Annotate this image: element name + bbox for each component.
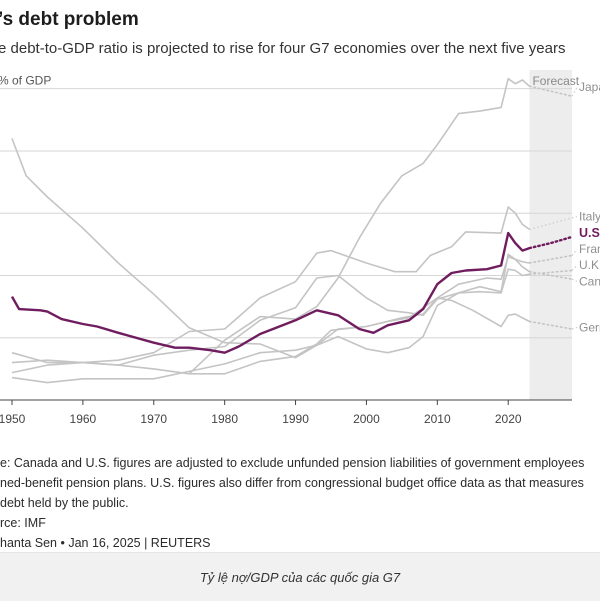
label-leader-germany xyxy=(571,327,578,330)
series-line-italy xyxy=(11,206,530,364)
series-label-u-k: U.K. xyxy=(579,258,600,272)
series-forecast-u-k xyxy=(528,269,573,275)
label-leader-italy xyxy=(529,216,578,230)
x-tick-label: 1980 xyxy=(211,412,238,426)
chart-notes: e: Canada and U.S. figures are adjusted … xyxy=(0,453,600,553)
line-chart: Forecast % of GDP 1950 1960 1970 1980 1990 2000… xyxy=(0,70,600,426)
label-leader-france xyxy=(571,248,578,256)
series-line-canada xyxy=(11,253,530,366)
forecast-band xyxy=(529,70,572,400)
note-line-3: debt held by the public. xyxy=(0,496,129,510)
note-line-1: e: Canada and U.S. figures are adjusted … xyxy=(0,456,585,470)
x-tick-label: 1960 xyxy=(70,412,97,426)
series-forecast-u-s xyxy=(528,235,574,250)
note-line-2: ned-benefit pension plans. U.S. figures … xyxy=(0,476,584,490)
x-tick-label: 1950 xyxy=(0,412,26,426)
x-tick-label: 1990 xyxy=(282,412,309,426)
series-line-japan xyxy=(188,77,531,375)
forecast-label: Forecast xyxy=(532,74,579,88)
label-leader-u-k xyxy=(571,264,578,271)
credit-line: hanta Sen • Jan 16, 2025 | REUTERS xyxy=(0,536,211,550)
series-label-u-s: U.S. xyxy=(579,226,600,240)
series-forecast-france xyxy=(528,254,573,264)
x-tick-label: 2000 xyxy=(353,412,380,426)
series-label-japan: Japan xyxy=(579,80,600,94)
series-label-italy: Italy xyxy=(579,210,600,224)
x-tick-label: 2010 xyxy=(424,412,451,426)
x-tick-label: 1970 xyxy=(140,412,167,426)
y-axis-label: % of GDP xyxy=(0,74,51,88)
series-label-germany: Germany xyxy=(579,321,600,335)
chart-title: ’s debt problem xyxy=(0,9,139,30)
series-line-u-s xyxy=(10,231,530,354)
series-label-canada: Canada xyxy=(579,274,600,288)
chart-subtitle: e debt-to-GDP ratio is projected to rise… xyxy=(0,40,566,57)
label-leader-canada xyxy=(571,278,578,282)
image-caption: Tỷ lệ nợ/GDP của các quốc gia G7 xyxy=(0,552,600,601)
series-forecast-canada xyxy=(528,270,573,280)
series-line-france xyxy=(11,256,530,375)
series-label-france: France xyxy=(579,242,600,256)
series-forecast-germany xyxy=(528,320,573,330)
label-leader-japan xyxy=(571,86,578,97)
series-forecast-japan xyxy=(528,85,573,97)
series-line-germany xyxy=(11,297,530,384)
x-tick-label: 2020 xyxy=(495,412,522,426)
source-note: rce: IMF xyxy=(0,516,46,530)
